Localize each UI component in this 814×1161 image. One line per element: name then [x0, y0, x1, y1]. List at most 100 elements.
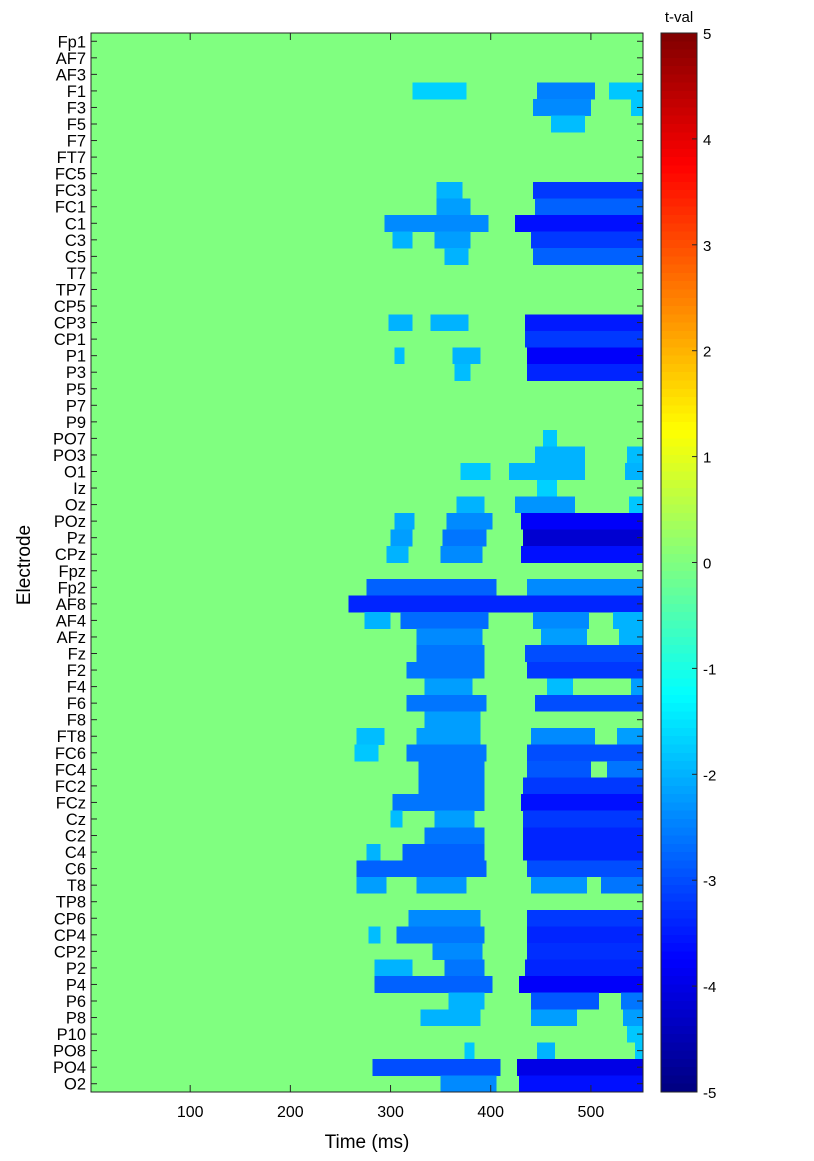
y-tick-label: F1: [67, 83, 86, 101]
heatmap-cell: [530, 876, 587, 894]
colorbar-swatch: [661, 909, 697, 919]
heatmap-cell: [372, 1058, 501, 1076]
y-tick-label: CPz: [55, 546, 86, 564]
colorbar-swatch: [661, 521, 697, 531]
heatmap-cell: [424, 827, 485, 845]
heatmap-cell: [460, 463, 491, 481]
heatmap-cell: [526, 943, 643, 960]
colorbar-swatch: [661, 587, 697, 597]
heatmap-cell: [368, 926, 381, 944]
colorbar-swatch: [661, 529, 697, 539]
colorbar-swatch: [661, 744, 697, 754]
heatmap-cell: [524, 959, 643, 977]
heatmap-cell: [356, 876, 387, 894]
colorbar-swatch: [661, 504, 697, 514]
colorbar-swatch: [661, 454, 697, 464]
y-tick-label: Cz: [66, 811, 86, 829]
colorbar-tick-label: 5: [703, 26, 711, 43]
colorbar-swatch: [661, 579, 697, 588]
heatmap-cell: [600, 876, 643, 894]
colorbar-swatch: [661, 33, 697, 42]
colorbar: 5 4 3 2 1 0 -1 -2 -3 -4 -5: [660, 26, 716, 1102]
heatmap-cell: [406, 744, 487, 762]
y-tick-label: FC2: [55, 778, 86, 796]
heatmap-cell: [514, 496, 575, 514]
colorbar-swatch: [661, 132, 697, 142]
colorbar-swatch: [661, 330, 697, 340]
colorbar-swatch: [661, 74, 697, 84]
heatmap-cell: [532, 181, 643, 199]
colorbar-swatch: [661, 562, 697, 572]
heatmap-cell: [536, 82, 595, 100]
colorbar-swatch: [661, 794, 697, 804]
colorbar-swatch: [661, 206, 697, 216]
heatmap-cell: [436, 181, 463, 199]
colorbar-swatch: [661, 843, 697, 853]
y-tick-label: CP2: [54, 943, 86, 961]
y-tick-label: Fp2: [58, 579, 86, 597]
heatmap-cell: [446, 512, 493, 530]
colorbar-swatch: [661, 703, 697, 713]
colorbar-swatch: [661, 835, 697, 845]
colorbar-swatch: [661, 901, 697, 911]
y-tick-label: P4: [66, 976, 86, 994]
y-tick-label: AF7: [56, 50, 86, 68]
heatmap-cell: [424, 711, 481, 729]
y-tick-label: P1: [66, 348, 86, 366]
y-tick-label: POz: [54, 513, 86, 531]
colorbar-swatch: [661, 49, 697, 59]
colorbar-swatch: [661, 90, 697, 100]
x-axis: 100 200 300 400 500: [177, 33, 604, 1121]
heatmap-cell: [442, 529, 487, 547]
y-tick-label: F5: [67, 116, 86, 134]
y-tick-label: PO4: [53, 1059, 86, 1077]
colorbar-swatch: [661, 446, 697, 456]
colorbar-swatch: [661, 959, 697, 969]
heatmap-cell: [628, 496, 643, 514]
colorbar-swatch: [661, 1075, 697, 1085]
colorbar-swatch: [661, 405, 697, 415]
colorbar-swatch: [661, 339, 697, 348]
colorbar-swatch: [661, 198, 697, 208]
heatmap-cell: [612, 612, 643, 629]
heatmap-cell: [396, 926, 485, 944]
y-tick-label: AF8: [56, 596, 86, 614]
heatmap-cell: [454, 363, 471, 381]
colorbar-swatch: [661, 223, 697, 233]
heatmap-cell: [526, 363, 643, 381]
colorbar-tick-label: 2: [703, 344, 711, 361]
colorbar-swatch: [661, 190, 697, 200]
y-tick-label: Fpz: [58, 563, 86, 581]
y-tick-label: Fz: [68, 646, 86, 664]
heatmap-cell: [526, 909, 643, 927]
y-tick-label: PO8: [53, 1043, 86, 1061]
colorbar-swatch: [661, 545, 697, 555]
colorbar-swatch: [661, 347, 697, 357]
heatmap-cell: [390, 810, 403, 828]
colorbar-swatch: [661, 967, 697, 977]
colorbar-swatch: [661, 66, 697, 75]
colorbar-swatch: [661, 413, 697, 423]
y-tick-label: TP7: [56, 281, 86, 299]
heatmap-cell: [536, 1042, 555, 1060]
y-tick-label: P7: [66, 397, 86, 415]
heatmap-cell: [522, 810, 643, 828]
colorbar-swatch: [661, 107, 697, 117]
colorbar-label: t-val: [665, 9, 693, 26]
heatmap-cell: [434, 231, 471, 249]
colorbar-tick-label: 1: [703, 450, 711, 467]
y-tick-label: PO7: [53, 430, 86, 448]
colorbar-swatch: [661, 761, 697, 770]
heatmap-cell: [406, 694, 487, 712]
y-axis-label: Electrode: [14, 525, 35, 605]
colorbar-swatch: [661, 438, 697, 448]
colorbar-tick-label: 0: [703, 556, 711, 573]
colorbar-swatch: [661, 256, 697, 266]
heatmap-cell: [418, 777, 485, 795]
y-tick-label: FC1: [55, 199, 86, 217]
colorbar-swatch: [661, 479, 697, 489]
colorbar-swatch: [661, 1034, 697, 1043]
colorbar-tick-label: -3: [703, 873, 716, 890]
colorbar-swatch: [661, 140, 697, 150]
heatmap-cell: [416, 876, 467, 894]
